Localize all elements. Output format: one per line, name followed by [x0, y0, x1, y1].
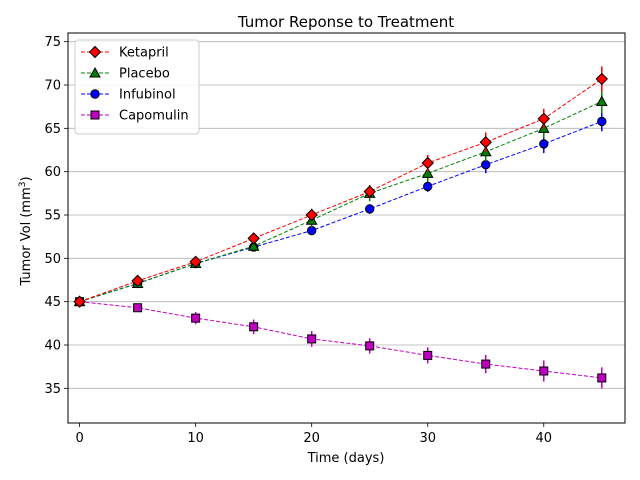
x-axis: 0 10 20 30 40	[75, 423, 552, 446]
data-point	[423, 181, 433, 192]
data-point	[307, 334, 317, 344]
data-point	[423, 350, 433, 360]
data-point	[539, 366, 549, 376]
data-point	[421, 156, 434, 170]
x-tick-label: 10	[187, 431, 204, 446]
data-point	[365, 341, 375, 351]
data-point	[249, 322, 259, 332]
data-point	[189, 255, 202, 269]
data-point	[73, 295, 86, 308]
x-tick-label: 20	[303, 431, 320, 446]
data-point	[595, 72, 608, 86]
legend-marker	[90, 110, 100, 120]
y-tick-label: 70	[44, 79, 61, 94]
data-point	[305, 208, 318, 222]
data-point	[363, 185, 376, 198]
y-axis-label: Tumor Vol (mm3)	[18, 176, 34, 286]
x-tick-label: 40	[535, 431, 552, 446]
legend-item-infubinol: Infubinol	[81, 88, 176, 103]
legend-marker	[88, 45, 102, 59]
data-point	[133, 303, 143, 313]
data-point	[481, 359, 491, 369]
y-tick-label: 45	[44, 295, 61, 310]
series-line	[79, 78, 603, 303]
data-point	[365, 204, 375, 214]
plot-frame	[67, 32, 626, 424]
x-axis-label: Time (days)	[307, 451, 385, 466]
legend-label: Capomulin	[119, 109, 189, 124]
legend-label: Ketapril	[119, 46, 169, 61]
series-line	[79, 101, 603, 303]
x-tick-label: 30	[419, 431, 436, 446]
data-point	[421, 167, 434, 178]
legend-marker	[90, 89, 100, 99]
chart-title: Tumor Reponse to Treatment	[237, 13, 454, 31]
y-axis-label-close: )	[19, 176, 34, 181]
series-ketapril	[73, 66, 608, 308]
y-tick-label: 55	[44, 209, 61, 224]
y-tick-label: 75	[44, 35, 61, 50]
legend-label: Placebo	[119, 67, 170, 82]
data-point	[191, 313, 201, 323]
legend: Ketapril Placebo Infubinol Capomulin	[74, 39, 200, 135]
legend-box	[74, 39, 200, 135]
legend-item-placebo: Placebo	[81, 67, 170, 82]
data-point	[247, 240, 260, 251]
data-point	[595, 95, 608, 106]
y-tick-label: 35	[44, 382, 61, 397]
data-point	[539, 139, 549, 149]
data-point	[131, 274, 144, 288]
y-tick-label: 65	[44, 122, 61, 137]
data-point	[479, 135, 492, 149]
legend-item-capomulin: Capomulin	[81, 109, 189, 124]
data-point	[306, 225, 317, 236]
y-axis-label-superscript: 3	[18, 182, 28, 188]
y-tick-label: 60	[44, 165, 61, 180]
data-point	[597, 116, 607, 127]
legend-item-ketapril: Ketapril	[81, 46, 169, 61]
data-point	[481, 160, 491, 170]
y-axis: 35 40 45 50 55 60 65 70 75	[44, 35, 68, 397]
data-point	[247, 232, 260, 245]
y-axis-label-main: Tumor Vol (mm	[19, 187, 34, 286]
legend-label: Infubinol	[119, 88, 176, 103]
x-tick-label: 0	[75, 431, 83, 446]
data-point	[597, 373, 607, 383]
y-tick-label: 50	[44, 252, 61, 267]
legend-marker	[89, 66, 101, 78]
data-point	[537, 112, 550, 126]
y-tick-label: 40	[44, 339, 61, 354]
series-layer	[73, 66, 608, 389]
series-line	[79, 301, 602, 379]
